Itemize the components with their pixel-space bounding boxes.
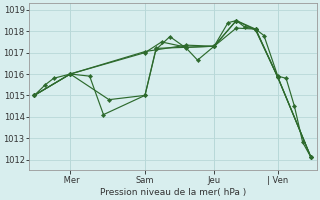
X-axis label: Pression niveau de la mer( hPa ): Pression niveau de la mer( hPa ) — [100, 188, 246, 197]
